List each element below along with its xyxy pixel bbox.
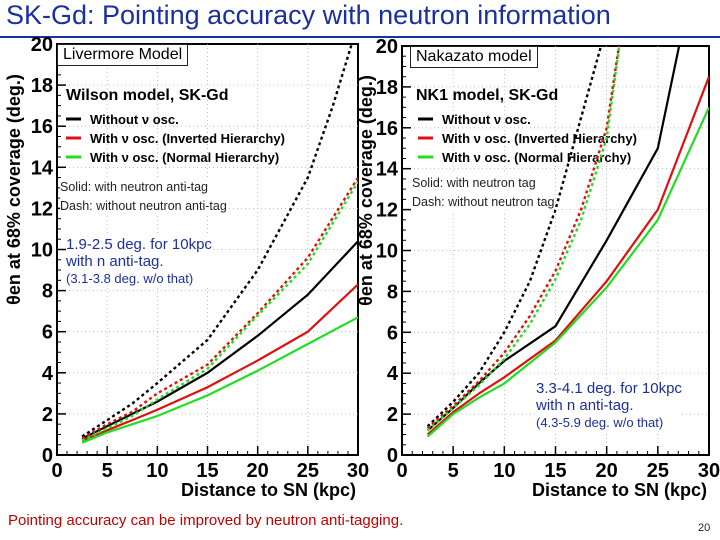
x-axis-label: Distance to SN (kpc) — [532, 480, 707, 500]
nakazato-result-line1: 3.3-4.1 deg. for 10kpc — [536, 380, 682, 397]
legend-entry: With ν osc. (Inverted Hierarchy) — [442, 131, 637, 146]
series-line-solid — [81, 283, 358, 442]
slide-title: SK-Gd: Pointing accuracy with neutron in… — [6, 0, 611, 30]
x-tick-label: 15 — [544, 460, 566, 482]
livermore-notes: Solid: with neutron anti-tag Dash: witho… — [60, 178, 227, 216]
y-axis-label: θen at 68% coverage (deg.) — [4, 74, 24, 305]
livermore-result: 1.9-2.5 deg. for 10kpc with n anti-tag. … — [66, 236, 212, 287]
y-tick-label: 8 — [42, 281, 53, 303]
y-tick-label: 2 — [387, 404, 398, 426]
y-tick-label: 14 — [31, 157, 54, 179]
livermore-result-line1: 1.9-2.5 deg. for 10kpc — [66, 236, 212, 253]
x-tick-label: 5 — [448, 460, 459, 482]
y-tick-label: 18 — [31, 75, 53, 97]
series-line-dashed — [81, 181, 358, 442]
legend-entry: Without ν osc. — [442, 112, 531, 127]
y-tick-label: 12 — [376, 200, 398, 222]
x-tick-label: 10 — [146, 460, 168, 482]
livermore-model-label: Livermore Model — [57, 44, 189, 66]
y-tick-label: 6 — [387, 322, 398, 344]
x-tick-label: 30 — [347, 460, 369, 482]
title-rule — [0, 36, 720, 38]
y-tick-label: 6 — [42, 322, 53, 344]
y-tick-label: 10 — [31, 240, 53, 262]
legend-entry: With ν osc. (Inverted Hierarchy) — [90, 131, 285, 146]
legend-entry: With ν osc. (Normal Hierarchy) — [442, 150, 631, 165]
x-tick-label: 15 — [196, 460, 218, 482]
y-axis-label: θen at 68% coverage (deg.) — [356, 75, 376, 306]
x-tick-label: 0 — [396, 460, 407, 482]
nakazato-notes: Solid: with neutron tag Dash: without ne… — [412, 174, 555, 212]
y-tick-label: 4 — [387, 363, 399, 385]
nakazato-model-label: Nakazato model — [410, 46, 538, 68]
y-tick-label: 12 — [31, 198, 53, 220]
livermore-result-line2: with n anti-tag. — [66, 253, 164, 270]
y-tick-label: 2 — [42, 404, 53, 426]
series-line-solid — [426, 106, 709, 438]
nakazato-result: 3.3-4.1 deg. for 10kpc with n anti-tag. … — [536, 380, 682, 431]
legend-entry: Without ν osc. — [90, 112, 179, 127]
x-tick-label: 0 — [51, 460, 62, 482]
x-tick-label: 5 — [102, 460, 113, 482]
y-tick-label: 0 — [387, 445, 398, 467]
series-line-dashed — [81, 44, 353, 438]
y-tick-label: 16 — [31, 116, 53, 138]
x-tick-label: 20 — [596, 460, 618, 482]
nakazato-note-dash: Dash: without neutron tag — [412, 195, 555, 209]
livermore-note-dash: Dash: without neutron anti-tag — [60, 199, 227, 213]
series-group — [81, 44, 358, 444]
series-group — [426, 46, 709, 438]
nakazato-result-line3: (4.3-5.9 deg. w/o that) — [536, 415, 664, 430]
livermore-result-line3: (3.1-3.8 deg. w/o that) — [66, 271, 194, 286]
y-tick-label: 8 — [387, 281, 398, 303]
y-tick-label: 4 — [42, 363, 54, 385]
y-tick-label: 20 — [31, 34, 53, 56]
x-tick-label: 25 — [297, 460, 319, 482]
series-line-dashed — [426, 46, 621, 430]
y-tick-label: 14 — [376, 159, 399, 181]
chart-title: NK1 model, SK-Gd — [416, 87, 558, 104]
series-line-solid — [426, 76, 709, 436]
x-tick-label: 10 — [493, 460, 515, 482]
legend-entry: With ν osc. (Normal Hierarchy) — [90, 150, 279, 165]
x-tick-label: 25 — [647, 460, 669, 482]
x-tick-label: 30 — [698, 460, 720, 482]
nakazato-note-solid: Solid: with neutron tag — [412, 176, 536, 190]
page-number: 20 — [698, 522, 711, 534]
nakazato-result-line2: with n anti-tag. — [536, 397, 634, 414]
y-tick-label: 0 — [42, 445, 53, 467]
y-tick-label: 16 — [376, 118, 398, 140]
y-tick-label: 18 — [376, 77, 398, 99]
x-axis-label: Distance to SN (kpc) — [181, 480, 356, 500]
series-line-solid — [426, 46, 681, 432]
series-line-dashed — [426, 46, 603, 428]
footer-text: Pointing accuracy can be improved by neu… — [8, 512, 404, 529]
series-line-dashed — [81, 176, 358, 440]
chart-title: Wilson model, SK-Gd — [66, 87, 229, 104]
series-line-solid — [81, 316, 358, 444]
livermore-note-solid: Solid: with neutron anti-tag — [60, 180, 209, 194]
x-tick-label: 20 — [247, 460, 269, 482]
y-tick-label: 20 — [376, 36, 398, 58]
y-tick-label: 10 — [376, 241, 398, 263]
series-line-solid — [81, 240, 358, 440]
